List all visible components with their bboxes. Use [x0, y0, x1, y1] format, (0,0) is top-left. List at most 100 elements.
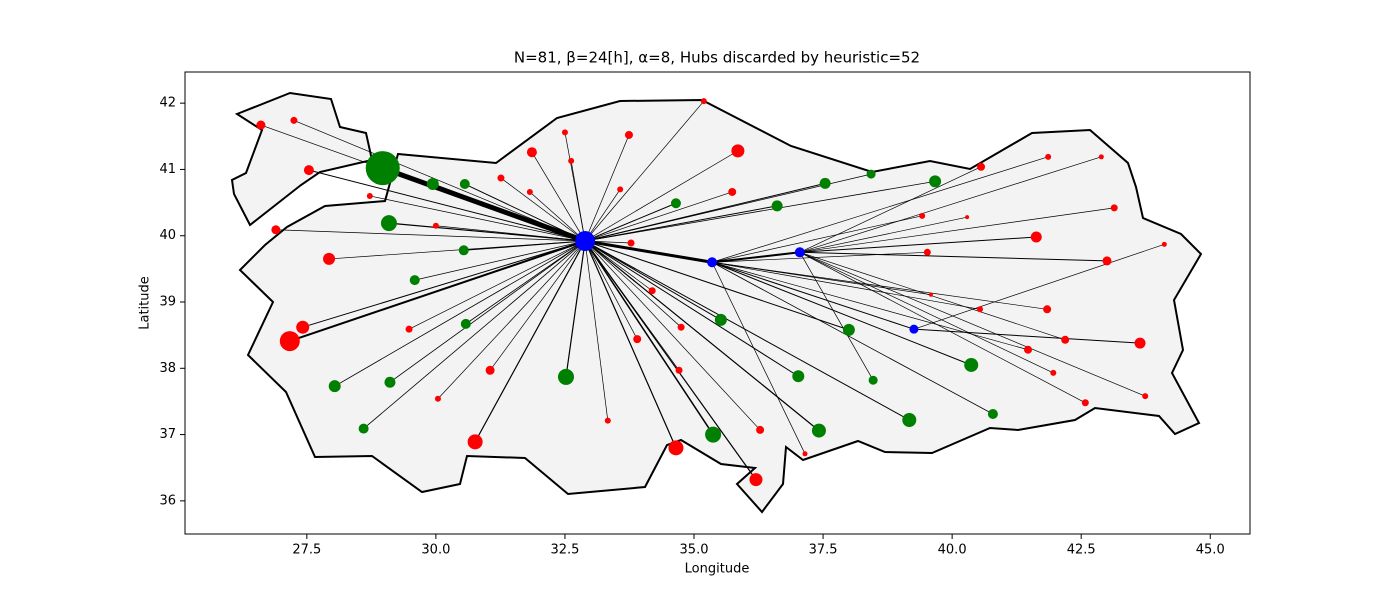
node — [1043, 305, 1052, 314]
x-tick-label: 30.0 — [421, 543, 450, 558]
node — [409, 275, 420, 286]
y-tick-label: 41 — [159, 162, 176, 177]
x-tick-label: 42.5 — [1067, 543, 1096, 558]
edge — [711, 261, 994, 415]
edge — [712, 215, 923, 263]
node — [323, 252, 336, 265]
edge — [799, 251, 1054, 374]
edge — [799, 207, 1115, 253]
node — [677, 323, 685, 331]
edge — [799, 251, 1066, 341]
y-tick-label: 40 — [159, 228, 176, 243]
node — [700, 98, 707, 105]
node — [668, 440, 684, 456]
y-tick-label: 38 — [159, 361, 176, 376]
node — [842, 323, 855, 336]
edge — [302, 240, 586, 328]
node — [731, 144, 745, 158]
edge — [913, 244, 1165, 330]
edge — [584, 240, 850, 331]
x-tick-label: 40.0 — [938, 543, 967, 558]
edge — [584, 240, 799, 377]
node — [794, 247, 805, 258]
node — [1161, 241, 1167, 247]
edge — [913, 328, 1141, 344]
node — [617, 186, 624, 193]
edge — [464, 183, 586, 242]
x-tick-label: 37.5 — [809, 543, 838, 558]
edge — [388, 222, 586, 242]
edge — [585, 180, 936, 242]
node — [458, 245, 469, 256]
node — [811, 423, 826, 438]
node — [714, 313, 727, 326]
edge — [584, 240, 714, 435]
edge — [584, 150, 739, 242]
edge — [711, 261, 1029, 351]
node — [296, 320, 310, 334]
edge — [260, 124, 586, 242]
edge — [584, 202, 677, 242]
node — [485, 365, 495, 375]
x-axis-label: Longitude — [685, 562, 750, 577]
region-outline — [230, 91, 374, 227]
edge — [584, 239, 713, 264]
edge — [432, 183, 586, 242]
node — [1098, 154, 1104, 160]
node — [365, 151, 400, 186]
node — [1030, 231, 1042, 243]
node — [987, 409, 998, 420]
node — [1024, 345, 1033, 354]
node — [749, 473, 763, 487]
node — [675, 366, 683, 374]
edge — [584, 100, 705, 242]
node — [384, 376, 396, 388]
node — [929, 175, 942, 188]
node — [1061, 335, 1070, 344]
edge — [799, 156, 1102, 253]
edge — [389, 240, 586, 383]
node — [866, 169, 876, 179]
node — [561, 129, 568, 136]
edge — [275, 229, 586, 242]
node — [467, 434, 483, 450]
node — [568, 157, 575, 164]
node — [1050, 369, 1057, 376]
node — [303, 165, 314, 176]
edge — [500, 177, 586, 242]
edge — [799, 251, 1086, 404]
node — [964, 357, 979, 372]
node — [792, 370, 805, 383]
edge — [799, 236, 1037, 253]
x-tick-label: 45.0 — [1196, 543, 1225, 558]
node — [1142, 393, 1149, 400]
node — [977, 162, 986, 171]
y-tick-label: 37 — [159, 427, 176, 442]
edge — [408, 240, 586, 330]
edge — [584, 189, 621, 242]
node — [405, 325, 413, 333]
edge — [584, 240, 653, 292]
node — [604, 417, 611, 424]
node — [434, 395, 441, 402]
edge — [531, 152, 586, 242]
y-tick-label: 39 — [159, 295, 176, 310]
node — [756, 425, 765, 434]
edge — [435, 225, 586, 242]
y-tick-label: 36 — [159, 493, 176, 508]
node — [358, 423, 369, 434]
node — [705, 426, 722, 443]
node — [909, 324, 919, 334]
x-tick-label: 35.0 — [680, 543, 709, 558]
edge — [565, 240, 586, 377]
node — [459, 179, 470, 190]
edge — [437, 240, 586, 400]
edge — [799, 252, 874, 381]
edge — [584, 240, 761, 431]
node — [1134, 337, 1146, 349]
edge — [712, 261, 981, 310]
edge — [584, 134, 630, 242]
node — [923, 248, 931, 256]
edge — [293, 120, 586, 242]
edge — [584, 240, 757, 480]
